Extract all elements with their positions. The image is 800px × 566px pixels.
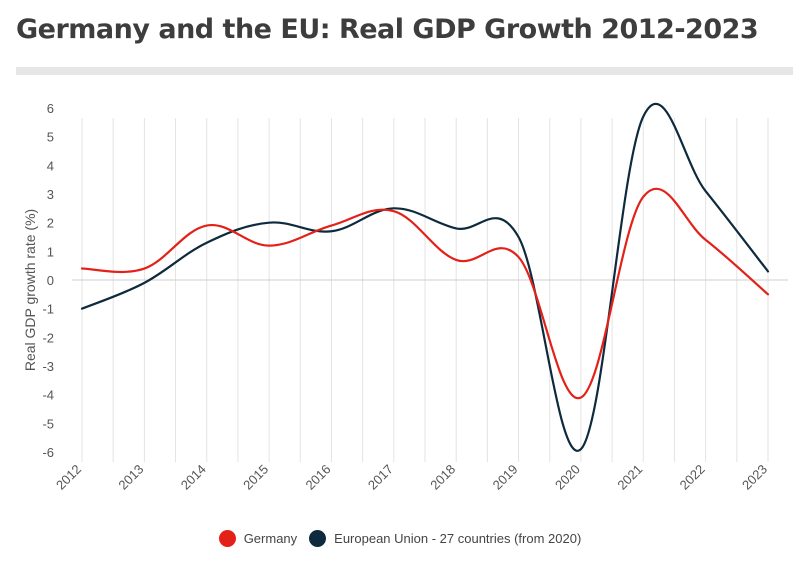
y-tick-label: -4 <box>42 388 54 403</box>
y-tick-label: -2 <box>42 330 54 345</box>
x-tick-label: 2012 <box>53 462 84 493</box>
title-divider <box>16 67 793 75</box>
x-tick-label: 2018 <box>427 462 458 493</box>
y-tick-label: -5 <box>42 416 54 431</box>
y-tick-label: 0 <box>47 273 54 288</box>
legend-swatch-germany <box>218 530 236 547</box>
y-tick-label: -6 <box>42 445 54 460</box>
y-tick-label: -3 <box>42 359 54 374</box>
y-tick-label: 5 <box>47 130 54 145</box>
series-line-germany <box>80 187 770 399</box>
y-tick-label: 2 <box>47 216 54 231</box>
chart-title: Germany and the EU: Real GDP Growth 2012… <box>16 14 759 45</box>
line-chart: 6 5 4 3 2 1 0 -1 -2 -3 -4 -5 -6 2012 2013 2014 2015 2016 2… <box>22 101 788 493</box>
x-tick-label: 2021 <box>614 462 645 493</box>
y-axis-label: Real GDP growth rate (%) <box>22 209 38 371</box>
y-tick-label: 3 <box>47 187 54 202</box>
x-tick-label: 2023 <box>739 462 770 493</box>
legend-label-germany: Germany <box>243 531 298 546</box>
y-tick-label: 4 <box>47 158 54 173</box>
x-tick-label: 2016 <box>303 462 334 493</box>
x-tick-label: 2020 <box>552 462 583 493</box>
x-tick-label: 2017 <box>365 462 396 493</box>
x-tick-label: 2014 <box>178 462 209 493</box>
x-tick-label: 2019 <box>490 462 521 493</box>
y-tick-label: -1 <box>42 302 54 317</box>
legend-item-eu[interactable]: European Union - 27 countries (from 2020… <box>309 530 581 547</box>
y-tick-label: 1 <box>47 244 54 259</box>
x-tick-label: 2013 <box>115 462 146 493</box>
series-line-eu <box>80 102 770 452</box>
legend-label-eu: European Union - 27 countries (from 2020… <box>334 531 582 546</box>
legend-swatch-eu <box>309 530 327 547</box>
y-tick-label: 6 <box>47 101 54 116</box>
legend: Germany European Union - 27 countries (f… <box>0 530 800 547</box>
x-tick-label: 2015 <box>240 462 271 493</box>
legend-item-germany[interactable]: Germany <box>218 530 298 547</box>
x-tick-label: 2022 <box>677 462 708 493</box>
